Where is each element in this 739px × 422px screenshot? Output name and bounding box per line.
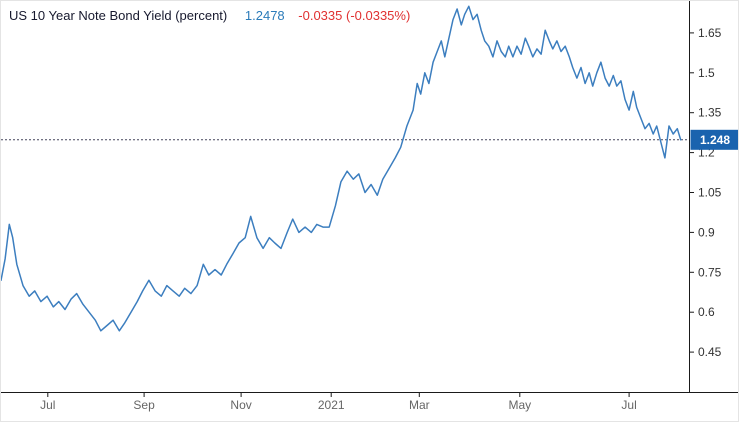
y-tick-label: 1.65 <box>698 26 722 40</box>
chart-title: US 10 Year Note Bond Yield (percent) <box>9 8 228 23</box>
x-tick-label: 2021 <box>318 398 345 412</box>
badge-label: 1.248 <box>700 133 730 147</box>
x-tick-label: Jul <box>40 398 55 412</box>
y-tick-label: 0.45 <box>698 345 722 359</box>
last-value: 1.2478 <box>244 8 285 23</box>
change-value: -0.0335 (-0.0335%) <box>298 8 411 23</box>
x-tick-label: Nov <box>230 398 251 412</box>
x-tick-label: Jul <box>621 398 636 412</box>
y-tick-label: 1.5 <box>698 66 715 80</box>
badge-rect <box>690 129 738 150</box>
yield-line <box>1 5 682 332</box>
y-tick-label: 0.75 <box>698 265 722 279</box>
x-tick-label: May <box>508 398 531 412</box>
x-tick-label: Mar <box>409 398 430 412</box>
x-tick-label: Sep <box>133 398 155 412</box>
y-tick-label: 1.05 <box>698 186 722 200</box>
current-price-badge: 1.248 <box>690 129 738 150</box>
y-tick-label: 1.35 <box>698 106 722 120</box>
y-tick-label: 0.6 <box>698 305 715 319</box>
y-tick-label: 0.9 <box>698 225 715 239</box>
chart-header: US 10 Year Note Bond Yield (percent) 1.2… <box>9 8 410 23</box>
y-axis-labels: 1.651.51.351.21.050.90.750.60.45 <box>689 26 722 359</box>
x-axis-labels: Jul Sep Nov 2021 Mar May Jul <box>40 392 637 412</box>
